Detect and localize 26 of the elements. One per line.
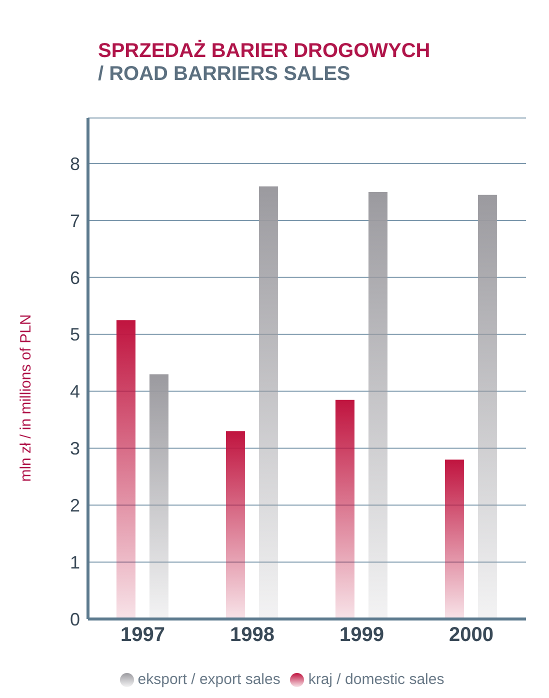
bar — [368, 192, 388, 619]
bar — [258, 186, 278, 619]
chart-subtitle: / ROAD BARRIERS SALES — [98, 63, 352, 86]
bar — [444, 460, 464, 619]
legend-label: kraj / domestic sales — [308, 671, 444, 688]
bar — [226, 431, 245, 619]
y-tick-label: 5 — [70, 324, 80, 345]
x-tick-label: 1998 — [230, 624, 274, 646]
y-tick-label: 1 — [70, 552, 80, 572]
y-tick-label: 2 — [70, 496, 80, 516]
bar — [149, 374, 168, 619]
chart-title: SPRZEDAŻ BARIER DROGOWYCH — [98, 40, 430, 63]
bar — [116, 320, 136, 619]
x-tick-label: 2000 — [449, 624, 494, 646]
x-tick-label: 1997 — [120, 624, 165, 646]
y-tick-label: 7 — [70, 210, 80, 231]
bar — [478, 194, 497, 619]
y-tick-label: 8 — [70, 154, 80, 174]
y-tick-label: 6 — [70, 268, 80, 288]
x-tick-label: 1999 — [340, 624, 384, 646]
bar — [335, 400, 354, 619]
y-tick-label: 3 — [70, 438, 80, 459]
y-tick-label: 0 — [70, 609, 80, 630]
y-tick-label: 4 — [70, 382, 80, 402]
y-axis-title: mln zł / in millions of PLN — [18, 314, 34, 482]
legend-label: eksport / export sales — [138, 671, 280, 688]
